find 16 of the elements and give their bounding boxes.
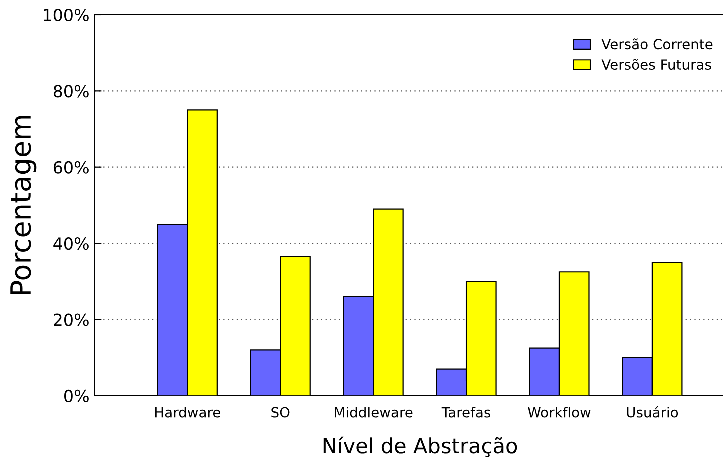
- legend-label: Versões Futuras: [602, 59, 712, 70]
- legend-label: Versão Corrente: [602, 38, 713, 50]
- x-axis-title: Nível de Abstração: [324, 436, 518, 458]
- y-tick-label: 40%: [54, 238, 89, 250]
- y-axis-title: Porcentagem: [10, 116, 37, 294]
- y-tick-label: 0%: [64, 390, 89, 402]
- x-tick-label: Tarefas: [442, 407, 491, 418]
- y-tick-label: 100%: [44, 8, 89, 22]
- y-tick-label: 80%: [54, 85, 89, 98]
- y-tick-label: 20%: [54, 314, 89, 326]
- x-tick-label: SO: [272, 407, 290, 418]
- x-tick-label: Middleware: [335, 407, 413, 418]
- x-tick-label: Usuário: [627, 406, 678, 418]
- x-tick-label: Workflow: [528, 407, 591, 418]
- y-tick-label: 60%: [54, 161, 89, 174]
- x-tick-label: Hardware: [156, 407, 220, 418]
